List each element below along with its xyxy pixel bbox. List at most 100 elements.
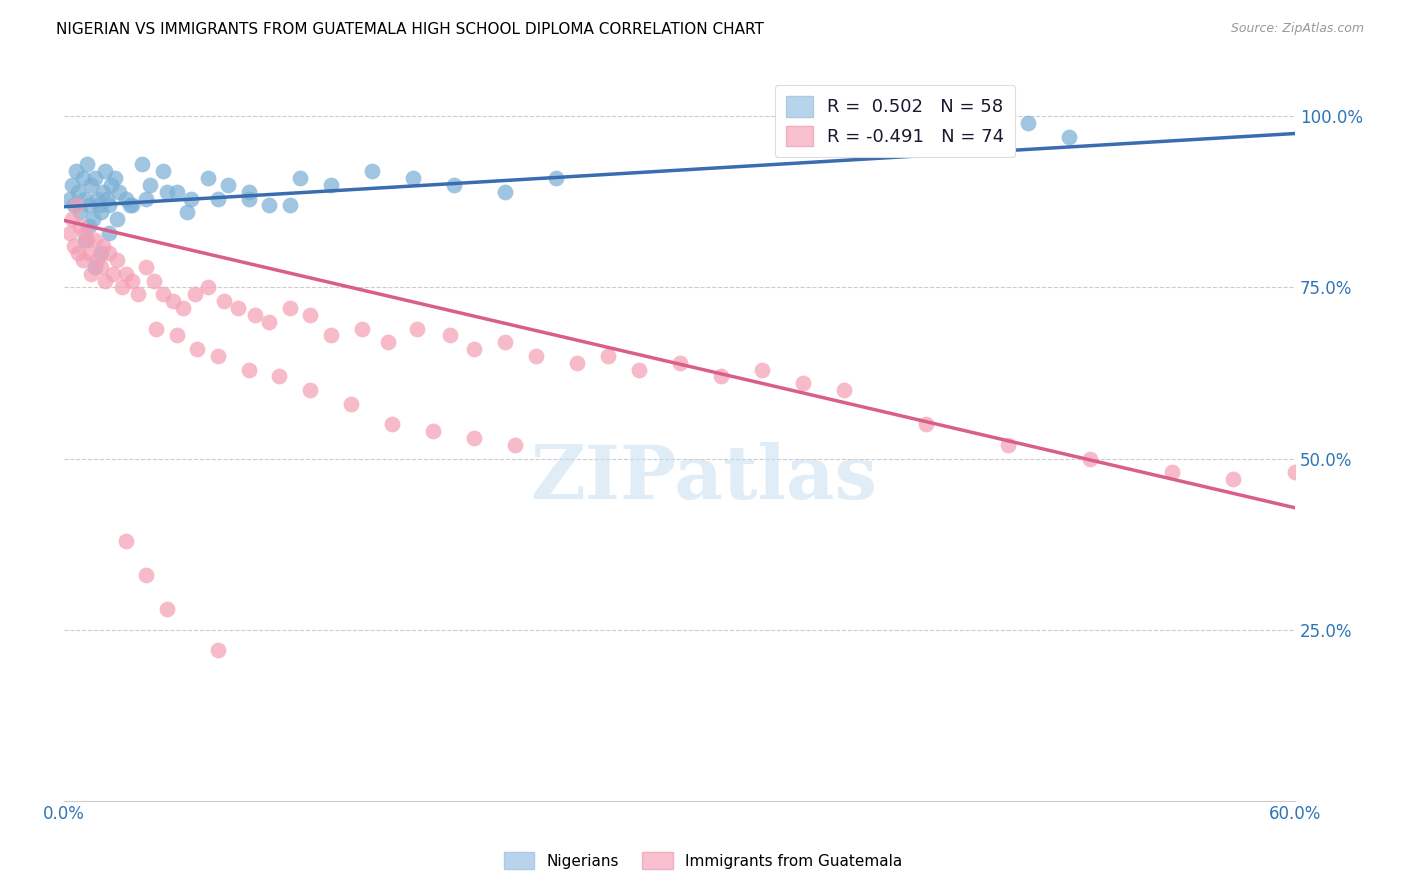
Text: Source: ZipAtlas.com: Source: ZipAtlas.com <box>1230 22 1364 36</box>
Point <box>832 383 855 397</box>
Point <box>180 192 202 206</box>
Point <box>63 198 86 212</box>
Point <box>73 233 96 247</box>
Point <box>131 157 153 171</box>
Point <box>94 164 117 178</box>
Point <box>162 294 184 309</box>
Point <box>77 246 100 260</box>
Point <box>80 267 103 281</box>
Point <box>143 274 166 288</box>
Point <box>914 417 936 432</box>
Point <box>238 185 260 199</box>
Point <box>212 294 235 309</box>
Point <box>86 192 108 206</box>
Point <box>87 198 110 212</box>
Point <box>96 192 118 206</box>
Point <box>67 246 90 260</box>
Point <box>118 198 141 212</box>
Legend: Nigerians, Immigrants from Guatemala: Nigerians, Immigrants from Guatemala <box>498 846 908 875</box>
Point <box>98 246 121 260</box>
Point <box>135 260 157 274</box>
Point <box>156 185 179 199</box>
Point <box>381 417 404 432</box>
Point <box>184 287 207 301</box>
Point <box>83 260 105 274</box>
Point <box>69 205 91 219</box>
Point <box>668 356 690 370</box>
Point <box>76 157 98 171</box>
Point <box>72 253 94 268</box>
Point <box>627 362 650 376</box>
Point <box>1222 472 1244 486</box>
Point <box>77 198 100 212</box>
Point <box>505 438 527 452</box>
Point <box>257 315 280 329</box>
Point <box>278 301 301 315</box>
Point <box>402 171 425 186</box>
Point <box>463 342 485 356</box>
Point <box>238 192 260 206</box>
Point <box>207 643 229 657</box>
Point <box>72 171 94 186</box>
Point <box>86 253 108 268</box>
Point <box>83 233 105 247</box>
Point <box>166 328 188 343</box>
Text: NIGERIAN VS IMMIGRANTS FROM GUATEMALA HIGH SCHOOL DIPLOMA CORRELATION CHART: NIGERIAN VS IMMIGRANTS FROM GUATEMALA HI… <box>56 22 763 37</box>
Point <box>243 308 266 322</box>
Point <box>751 362 773 376</box>
Point <box>73 192 96 206</box>
Point <box>80 178 103 192</box>
Point <box>360 164 382 178</box>
Point <box>103 267 125 281</box>
Point <box>176 205 198 219</box>
Point <box>443 178 465 192</box>
Point <box>82 212 104 227</box>
Point <box>59 192 82 206</box>
Point <box>238 362 260 376</box>
Point <box>340 397 363 411</box>
Point <box>60 212 83 227</box>
Point <box>377 335 399 350</box>
Text: ZIPatlas: ZIPatlas <box>530 442 877 515</box>
Point <box>91 185 114 199</box>
Point <box>114 267 136 281</box>
Point <box>104 171 127 186</box>
Point <box>110 280 132 294</box>
Point <box>278 198 301 212</box>
Point <box>1017 116 1039 130</box>
Point <box>90 260 112 274</box>
Point <box>319 178 342 192</box>
Point <box>997 438 1019 452</box>
Point <box>94 274 117 288</box>
Point <box>65 198 87 212</box>
Point <box>207 192 229 206</box>
Point <box>105 212 128 227</box>
Point <box>439 328 461 343</box>
Point <box>65 164 87 178</box>
Point <box>1161 465 1184 479</box>
Point <box>69 219 91 233</box>
Point <box>114 192 136 206</box>
Point <box>60 178 83 192</box>
Point <box>145 321 167 335</box>
Point <box>197 171 219 186</box>
Point <box>90 205 112 219</box>
Point <box>98 226 121 240</box>
Point <box>73 226 96 240</box>
Point <box>59 226 82 240</box>
Point <box>350 321 373 335</box>
Point <box>77 219 100 233</box>
Point <box>152 164 174 178</box>
Point <box>792 376 814 391</box>
Point <box>76 233 98 247</box>
Point <box>976 110 998 124</box>
Point <box>67 185 90 199</box>
Point <box>108 185 131 199</box>
Point <box>152 287 174 301</box>
Point <box>127 287 149 301</box>
Point <box>207 349 229 363</box>
Point <box>172 301 194 315</box>
Point <box>91 239 114 253</box>
Point <box>709 369 731 384</box>
Point <box>288 171 311 186</box>
